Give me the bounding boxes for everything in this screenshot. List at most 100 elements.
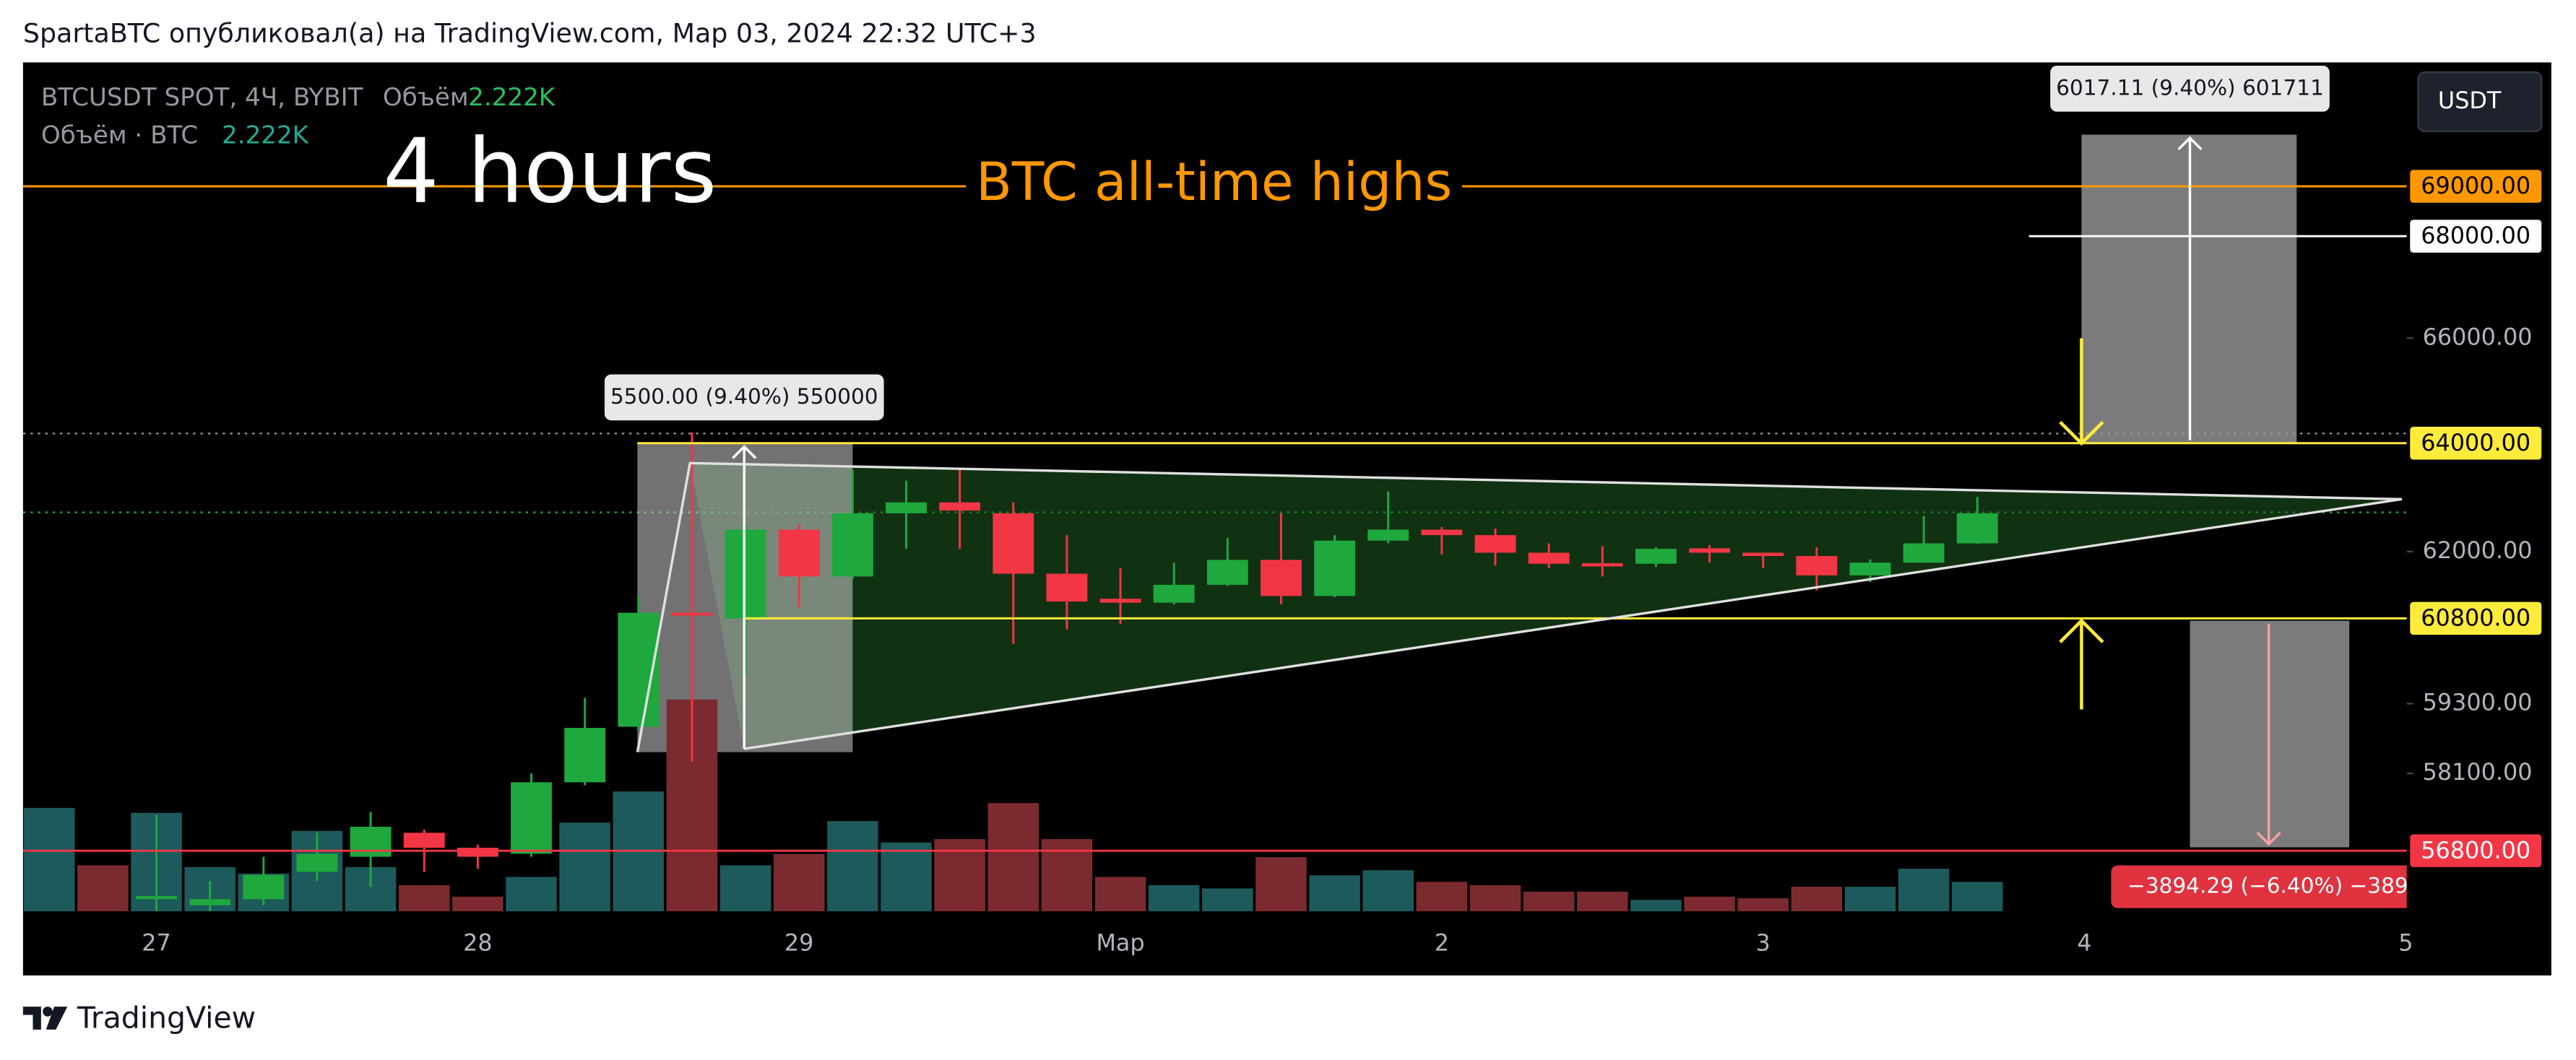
currency[interactable]: USDT	[2438, 87, 2502, 114]
level-label: 60800.00	[2421, 604, 2530, 631]
candle-body	[296, 853, 338, 872]
volume-bar	[719, 865, 771, 912]
x-tick-label: 29	[785, 929, 814, 957]
candle-body	[1261, 560, 1302, 596]
candle-body	[1742, 552, 1784, 557]
yellow-arrow-head	[2059, 420, 2104, 446]
volume-bar	[1737, 898, 1789, 912]
volume-bar	[1523, 891, 1575, 912]
measure-label-group: −3894.29 (−6.40%) −389429	[2111, 865, 2449, 908]
volume-bar	[77, 865, 129, 912]
level-label-box	[2410, 220, 2542, 253]
title: 4 hours	[383, 119, 717, 222]
volume-bar	[1898, 869, 1950, 912]
volume-bar	[1630, 900, 1682, 912]
volume-bar	[452, 896, 503, 912]
x-tick-label: Мар	[1096, 929, 1144, 957]
triangle-lines	[636, 461, 2403, 752]
candle-body	[1367, 529, 1409, 541]
candle-body	[403, 833, 445, 848]
x-tick-label: 28	[463, 929, 493, 957]
measure-label: 6017.11 (9.40%) 601711	[2056, 75, 2324, 100]
candle-body	[1528, 552, 1570, 564]
candle-body	[1206, 560, 1248, 585]
measure-arrow-head	[732, 445, 757, 459]
candle-body	[1903, 543, 1945, 563]
footer-logo	[22, 1007, 68, 1030]
level-label: 56800.00	[2421, 836, 2530, 864]
logo-part	[22, 1007, 41, 1030]
volume-bar	[881, 842, 932, 912]
volume-bar	[987, 803, 1040, 912]
volume-bar	[23, 807, 75, 912]
candle-body	[457, 848, 498, 857]
volume-bar	[1202, 888, 1253, 912]
measure-label: 5500.00 (9.40%) 550000	[610, 384, 878, 409]
header: SpartaBTC опубликовал(а) на TradingView.…	[23, 17, 1037, 48]
x-tick-label: 2	[1435, 929, 1449, 957]
candle-body	[1046, 573, 1088, 602]
candle-body	[564, 728, 606, 783]
volume-label: Объём	[383, 83, 469, 112]
candle-body	[350, 826, 392, 857]
volume-bar	[506, 877, 557, 912]
x-tick-label: 5	[2398, 929, 2413, 957]
yellow-arrow-head	[2059, 618, 2104, 643]
logo-part	[43, 1007, 53, 1017]
candle-body	[1796, 556, 1838, 575]
volume-bar	[1255, 857, 1307, 912]
measure-label-box	[604, 374, 884, 421]
volume-bar	[1791, 887, 1843, 912]
candle-body	[136, 896, 177, 900]
footer: TradingView	[77, 1000, 256, 1035]
candle-body	[1153, 584, 1195, 603]
candle-body	[1849, 562, 1891, 575]
candle-body	[671, 612, 713, 616]
volume-bar	[1416, 882, 1468, 912]
volume-title: Объём · BTC	[41, 121, 198, 149]
candle-body	[1421, 529, 1463, 536]
candle-body	[939, 502, 981, 511]
candle-body	[1956, 513, 1998, 544]
symbol: BTCUSDT SPOT, 4Ч, BYBIT	[41, 83, 363, 112]
measure-label-box	[2111, 865, 2407, 908]
candle-body	[725, 529, 766, 619]
x-tick-label: 4	[2077, 929, 2091, 957]
volume-bar	[1844, 887, 1896, 912]
x-tick-label: 3	[1756, 929, 1771, 957]
y-tick-label: 58100.00	[2423, 758, 2533, 786]
measure-label: −3894.29 (−6.40%) −389429	[2127, 874, 2449, 898]
volume-bar	[773, 853, 825, 912]
level-label: 69000.00	[2421, 172, 2530, 199]
volume-bar	[1094, 877, 1146, 912]
level-label-box	[2410, 170, 2542, 203]
volume-bar	[398, 885, 450, 912]
volume-bar	[827, 821, 878, 912]
volume-bar	[1952, 882, 2003, 912]
level-label-box	[2410, 601, 2542, 635]
x-tick-label: 27	[142, 929, 171, 957]
candle-body	[993, 513, 1034, 574]
candle-body	[1581, 562, 1623, 567]
annotation-bg	[972, 151, 1456, 220]
candle-body	[1099, 599, 1141, 603]
candle-body	[511, 782, 552, 854]
volume-title-value: 2.222K	[222, 121, 310, 149]
volume-value: 2.222K	[468, 83, 556, 112]
axis-layer: 27 28 29 Мар 2 3 4 5 66000.00 62000.00 59300.00 581…	[142, 170, 2542, 957]
y-tick-label: 66000.00	[2423, 323, 2533, 350]
volume-bar	[1684, 896, 1735, 912]
logo-part	[46, 1007, 68, 1030]
candle-body	[778, 529, 820, 577]
candle-body	[1314, 540, 1356, 596]
volume-bar	[1362, 870, 1414, 912]
currency-button[interactable]	[2417, 71, 2543, 133]
volume-bar	[1309, 875, 1360, 912]
plot: BTC all-time highs 4 hours	[22, 119, 2407, 912]
measure-arrow-head	[2256, 831, 2281, 846]
level-label: 64000.00	[2421, 429, 2530, 456]
level-layer	[22, 185, 2407, 852]
y-tick-label: 59300.00	[2423, 688, 2533, 716]
candle-body	[243, 874, 285, 900]
